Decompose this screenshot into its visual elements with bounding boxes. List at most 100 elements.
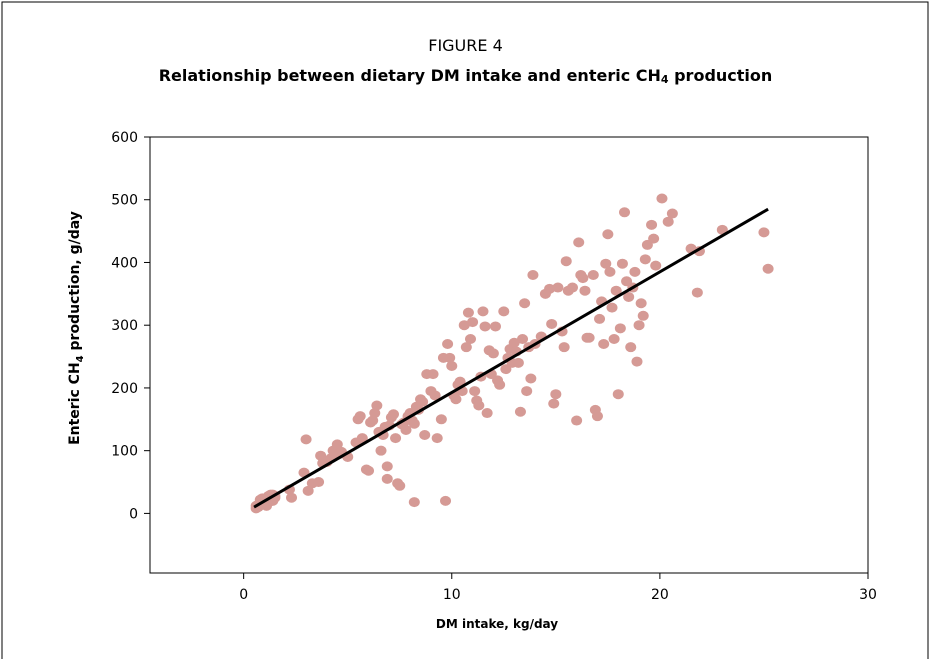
y-axis-label-main: Enteric CH xyxy=(67,362,83,445)
data-point xyxy=(390,433,402,444)
data-point xyxy=(356,433,368,444)
data-point xyxy=(375,445,387,456)
data-point xyxy=(716,224,728,235)
data-point xyxy=(571,415,583,426)
data-point xyxy=(525,373,537,384)
data-point xyxy=(469,386,481,397)
data-point xyxy=(429,390,441,401)
data-point xyxy=(629,266,641,277)
trend-line xyxy=(253,207,769,509)
data-point xyxy=(400,424,412,435)
data-point xyxy=(444,352,456,363)
data-point xyxy=(610,285,622,296)
data-point xyxy=(371,400,383,411)
data-point xyxy=(408,497,420,508)
data-point xyxy=(363,465,375,476)
data-point xyxy=(631,356,643,367)
data-point xyxy=(579,285,591,296)
data-point xyxy=(550,389,562,400)
trend-line-group xyxy=(253,207,769,509)
y-tick-label: 0 xyxy=(129,506,138,522)
y-axis-label-end: production, g/day xyxy=(67,211,83,355)
data-point xyxy=(369,408,381,419)
data-point xyxy=(394,480,406,491)
y-tick-label: 500 xyxy=(111,193,138,209)
data-point xyxy=(381,461,393,472)
y-tick-label: 200 xyxy=(111,381,138,397)
axes xyxy=(144,136,869,579)
y-tick-label: 300 xyxy=(111,318,138,334)
data-point xyxy=(646,219,658,230)
data-point xyxy=(331,439,343,450)
data-point xyxy=(633,320,645,331)
chart-title: Relationship between dietary DM intake a… xyxy=(0,66,931,86)
data-point xyxy=(656,193,668,204)
x-axis-label: DM intake, kg/day xyxy=(436,617,558,631)
data-point xyxy=(512,357,524,368)
chart-title-subscript: 4 xyxy=(660,73,669,86)
data-point xyxy=(477,306,489,317)
data-point xyxy=(435,414,447,425)
data-point xyxy=(508,337,520,348)
data-point xyxy=(408,418,420,429)
data-point xyxy=(302,485,314,496)
data-point xyxy=(619,207,631,218)
y-tick-label: 600 xyxy=(111,130,138,146)
data-points xyxy=(250,193,774,514)
x-tick-label: 30 xyxy=(859,587,877,603)
data-point xyxy=(427,369,439,380)
x-tick-label: 20 xyxy=(651,587,669,603)
data-point xyxy=(440,495,452,506)
y-axis-label-subscript: 4 xyxy=(75,355,86,362)
data-point xyxy=(521,386,533,397)
data-point xyxy=(517,334,529,345)
data-point xyxy=(300,434,312,445)
data-point xyxy=(758,227,770,238)
data-point xyxy=(662,216,674,227)
data-point xyxy=(286,492,298,503)
data-point xyxy=(602,229,614,240)
data-point xyxy=(614,323,626,334)
data-point xyxy=(446,360,458,371)
data-point xyxy=(458,320,470,331)
y-axis-label: Enteric CH4 production, g/day xyxy=(67,211,86,445)
data-point xyxy=(598,339,610,350)
data-point xyxy=(481,408,493,419)
data-point xyxy=(612,389,624,400)
data-point xyxy=(498,306,510,317)
data-point xyxy=(467,317,479,328)
data-point xyxy=(691,287,703,298)
data-point xyxy=(462,307,474,318)
data-point xyxy=(548,398,560,409)
x-tick-label: 0 xyxy=(239,587,248,603)
data-point xyxy=(514,406,526,417)
plot-area-frame xyxy=(149,136,869,574)
y-tick-label: 400 xyxy=(111,255,138,271)
data-point xyxy=(460,342,472,353)
data-point xyxy=(583,332,595,343)
data-point xyxy=(454,376,466,387)
data-point xyxy=(519,298,531,309)
data-point xyxy=(600,258,612,269)
data-point xyxy=(573,237,585,248)
data-point xyxy=(354,411,366,422)
data-point xyxy=(625,342,637,353)
data-point xyxy=(594,313,606,324)
data-point xyxy=(544,283,556,294)
data-point xyxy=(762,263,774,274)
x-tick-label: 10 xyxy=(443,587,461,603)
data-point xyxy=(464,334,476,345)
data-point xyxy=(566,282,578,293)
data-point xyxy=(558,342,570,353)
data-point xyxy=(381,473,393,484)
data-point xyxy=(606,302,618,313)
data-point xyxy=(591,411,603,422)
data-point xyxy=(387,409,399,420)
data-point xyxy=(489,321,501,332)
data-point xyxy=(442,339,454,350)
data-point xyxy=(450,394,462,405)
data-point xyxy=(431,433,443,444)
data-point xyxy=(473,400,485,411)
y-tick-label: 100 xyxy=(111,444,138,460)
